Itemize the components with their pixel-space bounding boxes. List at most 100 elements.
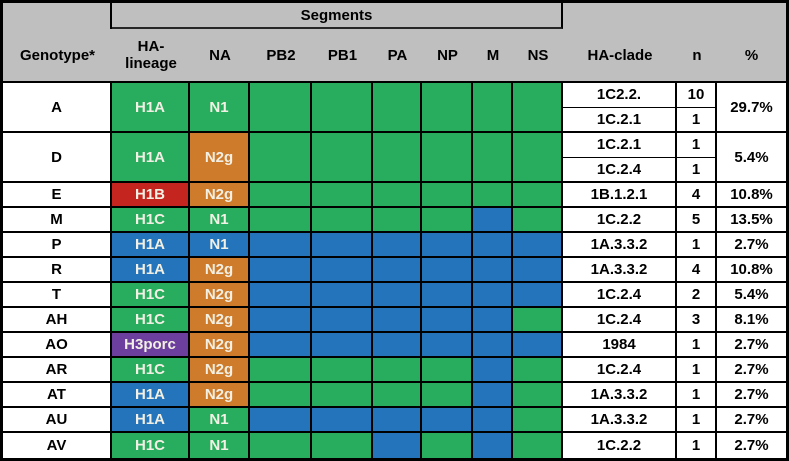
segment-cell-pb2 [250,208,312,233]
segment-cell-ns [513,258,563,283]
segment-cell-pa [373,208,422,233]
segment-cell-ns [513,358,563,383]
segment-cell-np [422,183,473,208]
segment-cell-np [422,208,473,233]
segment-cell-m [473,333,513,358]
n-cell: 3 [677,308,717,333]
col-header-ha-lineage: HA- lineage [112,29,190,81]
ha-clade-subrow: 1C.2.1 [596,110,642,128]
col-header-genotype: Genotype* [19,46,95,64]
header-topright-cell [563,3,786,29]
segment-cell-m [473,408,513,433]
segment-cell-m [473,83,513,133]
n-cell: 10 1 [677,83,717,133]
percent-cell: 10.8% [717,183,786,208]
segment-cell-pb1 [312,133,373,183]
segment-cell-pb1 [312,83,373,133]
segment-cell-pa [373,333,422,358]
ha-clade-cell: 1A.3.3.2 [563,408,677,433]
na-cell: N2g [190,358,250,383]
na-cell: N2g [190,308,250,333]
ha-lineage-cell: H1C [112,208,190,233]
ha-lineage-cell: H1C [112,283,190,308]
segment-cell-pa [373,183,422,208]
segments-group-header: Segments [112,3,563,29]
ha-clade-cell: 1C.2.2 [563,433,677,458]
col-header-na: NA [209,46,231,64]
n-cell: 5 [677,208,717,233]
ha-clade-subrow: 1C.2.4 [596,160,642,178]
genotype-cell: R [3,258,112,283]
segment-cell-pb2 [250,383,312,408]
segment-cell-np [422,383,473,408]
segment-cell-ns [513,83,563,133]
segment-cell-pa [373,283,422,308]
ha-clade-cell: 1C.2.4 [563,283,677,308]
genotype-cell: AT [3,383,112,408]
na-cell: N1 [190,83,250,133]
percent-cell: 2.7% [717,383,786,408]
ha-lineage-cell: H1C [112,308,190,333]
segment-cell-pb1 [312,383,373,408]
n-cell: 2 [677,283,717,308]
segment-cell-ns [513,433,563,458]
n-cell: 4 [677,258,717,283]
col-header-ns: NS [527,46,549,64]
segment-cell-pa [373,408,422,433]
segment-cell-pa [373,433,422,458]
na-cell: N2g [190,383,250,408]
n-cell: 1 [677,333,717,358]
na-cell: N1 [190,433,250,458]
percent-cell: 10.8% [717,258,786,283]
col-header-percent: % [744,46,759,64]
ha-lineage-cell: H1B [112,183,190,208]
segment-cell-pb1 [312,233,373,258]
segment-cell-np [422,433,473,458]
segment-cell-pa [373,83,422,133]
ha-clade-cell: 1C.2.4 [563,358,677,383]
na-cell: N2g [190,183,250,208]
n-cell: 1 [677,383,717,408]
percent-cell: 2.7% [717,408,786,433]
ha-lineage-cell: H1A [112,383,190,408]
ha-lineage-cell: H1A [112,408,190,433]
na-cell: N2g [190,133,250,183]
segment-cell-pb1 [312,358,373,383]
segment-cell-np [422,308,473,333]
col-header-ha-clade: HA-clade [587,46,653,64]
ha-clade-cell: 1C.2.4 [563,308,677,333]
ha-clade-cell: 1C.2.1 1C.2.4 [563,133,677,183]
segment-cell-ns [513,183,563,208]
segment-cell-np [422,83,473,133]
segment-cell-pb1 [312,208,373,233]
segment-cell-pb2 [250,183,312,208]
segment-cell-np [422,258,473,283]
ha-lineage-cell: H1A [112,83,190,133]
genotype-cell: D [3,133,112,183]
ha-clade-subrow: 1C.2.1 [563,133,675,158]
col-header-m: M [486,46,500,64]
segment-cell-np [422,133,473,183]
n-subrow: 1 [691,110,701,128]
n-cell: 1 [677,233,717,258]
segment-cell-pa [373,308,422,333]
col-header-np: NP [437,46,458,64]
segment-cell-pb1 [312,283,373,308]
segment-cell-ns [513,208,563,233]
segment-cell-m [473,258,513,283]
n-cell: 1 [677,408,717,433]
ha-clade-cell: 1C2.2. 1C.2.1 [563,83,677,133]
genotype-cell: E [3,183,112,208]
ha-lineage-header-line2: lineage [125,55,177,72]
segment-cell-pb2 [250,358,312,383]
segment-cell-m [473,183,513,208]
segment-cell-np [422,333,473,358]
column-header-row: Genotype* HA- lineage NA PB2 PB1 PA NP M… [3,29,786,83]
segment-cell-np [422,283,473,308]
segment-cell-pb2 [250,408,312,433]
ha-clade-cell: 1A.3.3.2 [563,258,677,283]
ha-lineage-cell: H3porc [112,333,190,358]
segment-cell-pb1 [312,433,373,458]
